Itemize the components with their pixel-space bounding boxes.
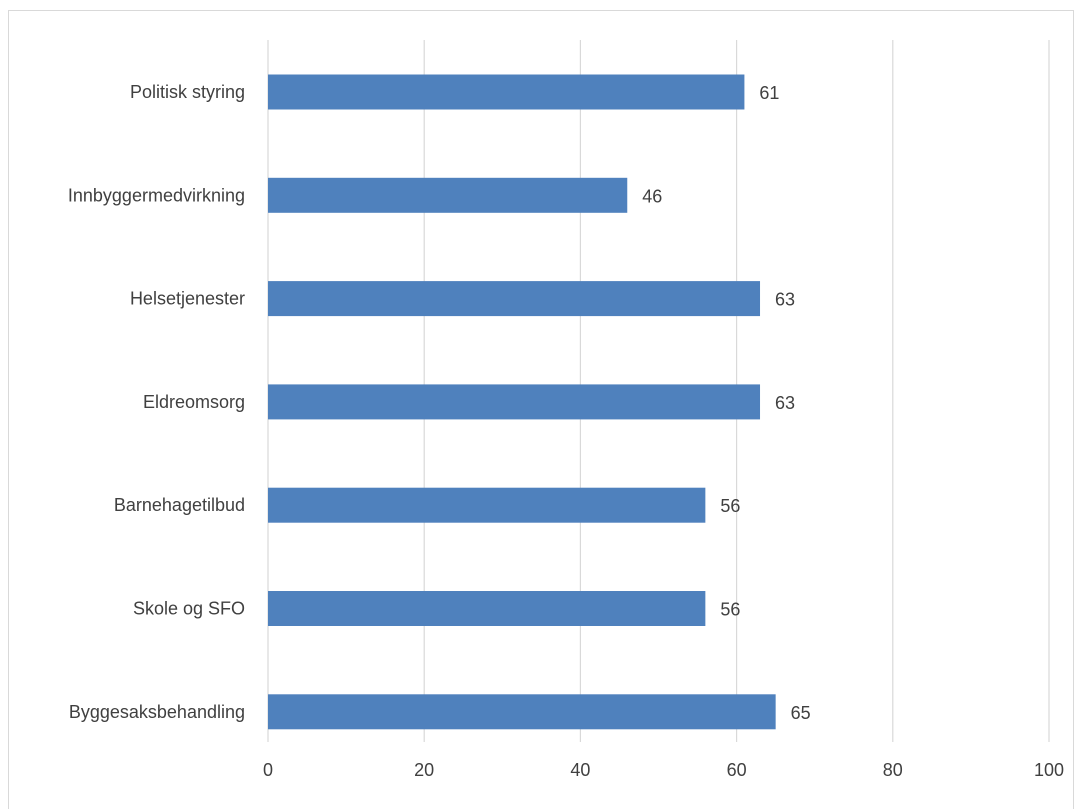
x-tick-label-100: 100: [1034, 760, 1064, 780]
category-label-1: Politisk styring: [130, 82, 245, 102]
x-tick-label-20: 20: [414, 760, 434, 780]
bar-3: [268, 281, 761, 317]
category-label-3: Helsetjenester: [130, 289, 245, 309]
category-label-7: Byggesaksbehandling: [69, 702, 245, 722]
x-tick-label-0: 0: [263, 760, 273, 780]
bar-6: [268, 591, 706, 626]
category-label-2: Innbyggermedvirkning: [68, 185, 245, 205]
data-label-4: 63: [775, 393, 795, 413]
bar-2: [268, 177, 628, 213]
bar-5: [268, 487, 706, 523]
category-label-5: Barnehagetilbud: [114, 495, 245, 515]
x-tick-labels: 0 20 40 60 80 100: [263, 760, 1064, 780]
bar-7: [268, 694, 776, 730]
data-label-2: 46: [642, 186, 662, 206]
data-label-6: 56: [720, 600, 740, 620]
data-labels: 61 46 63 63 56 56 65: [642, 83, 810, 723]
data-label-7: 65: [791, 703, 811, 723]
bar-1: [268, 74, 745, 110]
bars: [268, 74, 776, 730]
category-labels: Politisk styring Innbyggermedvirkning Hels…: [68, 82, 245, 722]
category-label-4: Eldreomsorg: [143, 392, 245, 412]
x-tick-label-60: 60: [727, 760, 747, 780]
x-tick-label-80: 80: [883, 760, 903, 780]
data-label-1: 61: [759, 83, 779, 103]
category-label-6: Skole og SFO: [133, 599, 245, 619]
bar-4: [268, 384, 761, 420]
data-label-5: 56: [720, 496, 740, 516]
data-label-3: 63: [775, 290, 795, 310]
x-tick-label-40: 40: [570, 760, 590, 780]
